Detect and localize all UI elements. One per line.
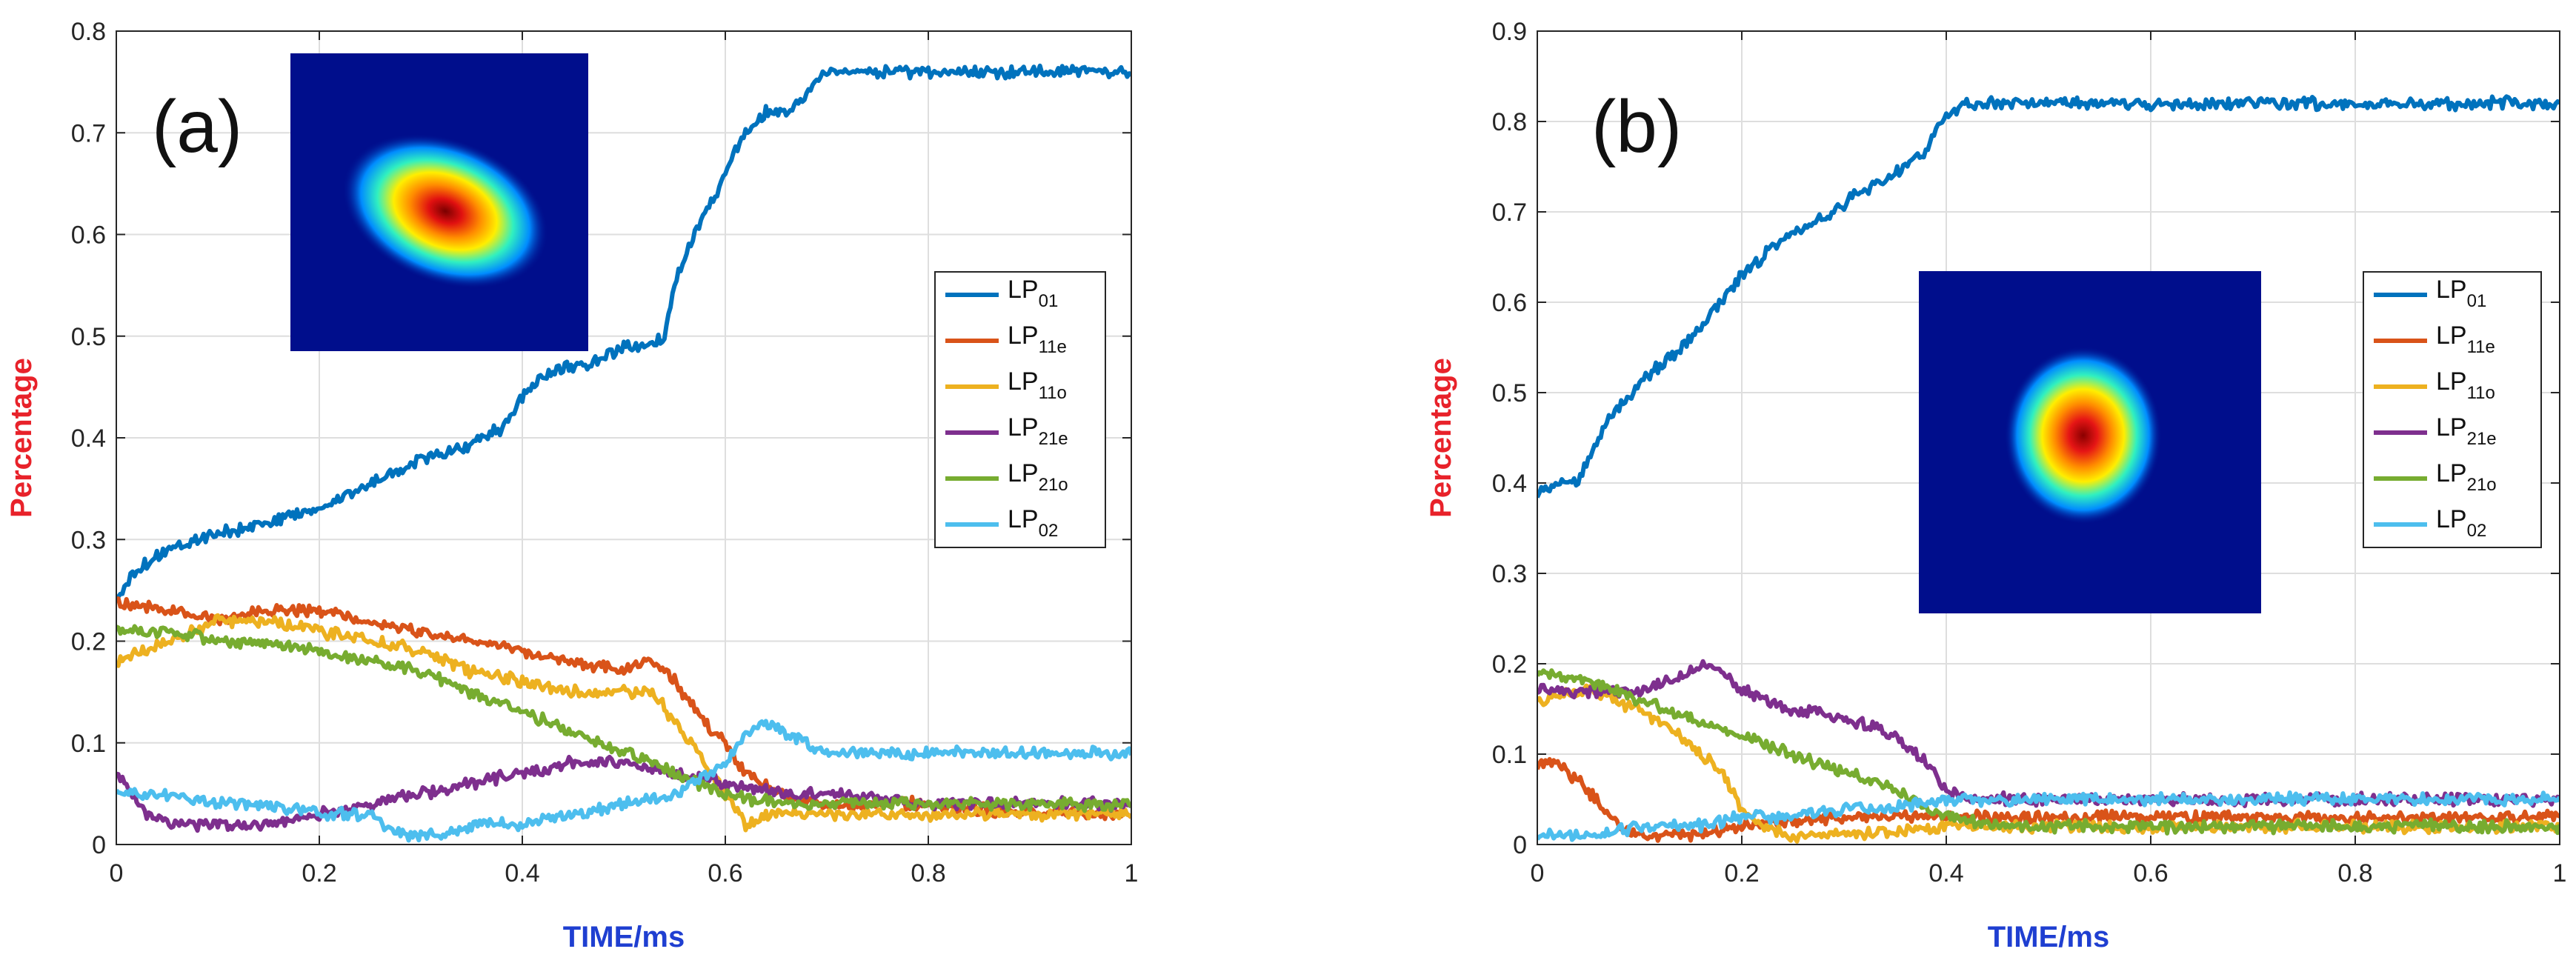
chart-a-legend-subscript: 11e <box>1039 337 1067 357</box>
chart-a-legend-subscript: 21e <box>1039 429 1068 449</box>
chart-b-inset-image <box>1919 271 2261 613</box>
chart-a-axes-box <box>116 30 1132 845</box>
chart-b-y-tick-label: 0.3 <box>1492 560 1527 588</box>
chart-b-inset-mode-spot <box>2004 346 2163 524</box>
chart-a-y-tick-label: 0.4 <box>71 424 106 453</box>
chart-a-legend-subscript: 21o <box>1039 475 1068 495</box>
chart-b-x-axis-label: TIME/ms <box>1988 921 2109 953</box>
chart-a-legend-box <box>934 271 1106 548</box>
chart-b-axes-box <box>1537 30 2560 845</box>
chart-b-legend-subscript: 11e <box>2467 337 2495 357</box>
chart-b-legend-subscript: 21o <box>2467 475 2497 495</box>
chart-a-x-tick-label: 1 <box>1125 859 1139 887</box>
chart-a-series-line-lp11e <box>116 596 1131 822</box>
chart-a-legend-subscript: 01 <box>1039 291 1059 311</box>
chart-b-y-tick-label: 0.6 <box>1492 289 1527 317</box>
chart-a-y-tick-label: 0.7 <box>71 119 106 147</box>
chart-b-series-line-lp11e <box>1537 756 2560 843</box>
chart-a-y-tick-label: 0.5 <box>71 323 106 351</box>
chart-b-series-group <box>1537 94 2560 844</box>
chart-b-legend-box <box>2363 271 2542 548</box>
chart-b-series-line-lp02 <box>1537 790 2560 842</box>
chart-a-y-tick-label: 0.3 <box>71 526 106 554</box>
chart-b-y-tick-label: 0 <box>1513 831 1527 859</box>
chart-a-series-line-lp21e <box>116 754 1131 833</box>
chart-b-y-tick-label: 0.5 <box>1492 379 1527 407</box>
chart-b-x-tick-label: 0.8 <box>2337 859 2372 887</box>
chart-b-x-tick-label: 0.4 <box>1928 859 1963 887</box>
chart-a-x-axis-label: TIME/ms <box>563 921 685 953</box>
chart-b-y-axis-label: Percentage <box>1425 358 1457 518</box>
chart-a-y-tick-label: 0.8 <box>71 18 106 46</box>
chart-b-x-tick-label: 0 <box>1531 859 1545 887</box>
chart-b-series-line-lp01 <box>1537 94 2560 499</box>
chart-a-legend-subscript: 02 <box>1039 521 1059 541</box>
chart-b-legend-subscript: 02 <box>2467 521 2487 541</box>
chart-a-series-line-lp11o <box>116 613 1131 833</box>
chart-b-x-tick-label: 0.2 <box>1724 859 1759 887</box>
chart-a-series-line-lp02 <box>116 719 1131 843</box>
chart-a: 0 0.2 0.4 0.6 0.8 1 0 0.1 0.2 0.3 0.4 0.5 0.6 0.7 0.8 (… <box>5 18 1138 953</box>
chart-b-series-line-lp21e <box>1537 659 2560 808</box>
chart-b-legend-subscript: 11o <box>2467 383 2495 403</box>
chart-b: 0 0.2 0.4 0.6 0.8 1 0 0.1 0.2 0.3 0.4 0.5 0.6 0.7 0.8 0… <box>1425 18 2566 953</box>
chart-b-legend-subscript: 21e <box>2467 429 2497 449</box>
chart-b-panel-label: (b) <box>1591 85 1682 168</box>
chart-a-inset-image <box>290 53 588 351</box>
chart-a-y-axis-label: Percentage <box>5 358 38 518</box>
chart-b-y-tick-label: 0.9 <box>1492 18 1527 46</box>
chart-b-y-tick-label: 0.7 <box>1492 199 1527 227</box>
chart-a-inset-mode-spot <box>342 133 549 289</box>
chart-a-legend-subscript: 11o <box>1039 383 1067 403</box>
chart-b-y-tick-label: 0.4 <box>1492 470 1527 498</box>
chart-a-x-tick-label: 0.2 <box>302 859 336 887</box>
chart-a-panel-label: (a) <box>152 85 242 168</box>
chart-b-x-tick-label: 0.6 <box>2133 859 2168 887</box>
chart-b-x-tick-label: 1 <box>2553 859 2567 887</box>
chart-a-x-tick-label: 0.6 <box>708 859 742 887</box>
chart-a-y-tick-label: 0.1 <box>71 730 106 758</box>
chart-a-y-tick-label: 0.2 <box>71 628 106 656</box>
chart-b-y-tick-label: 0.1 <box>1492 741 1527 769</box>
chart-a-y-tick-label: 0.6 <box>71 221 106 250</box>
chart-b-y-tick-label: 0.8 <box>1492 108 1527 136</box>
chart-a-x-tick-label: 0 <box>110 859 124 887</box>
chart-a-series-line-lp01 <box>116 63 1131 601</box>
chart-b-series-line-lp21o <box>1537 668 2560 836</box>
chart-a-series-group <box>116 63 1131 843</box>
chart-a-x-tick-label: 0.4 <box>505 859 539 887</box>
chart-b-legend-subscript: 01 <box>2467 291 2487 311</box>
chart-a-legend-entry-lp21o: LP21o <box>1008 459 1068 495</box>
chart-a-x-tick-label: 0.8 <box>911 859 945 887</box>
chart-a-series-line-lp21o <box>116 624 1131 813</box>
chart-a-y-tick-label: 0 <box>92 831 106 859</box>
chart-b-y-tick-label: 0.2 <box>1492 650 1527 679</box>
